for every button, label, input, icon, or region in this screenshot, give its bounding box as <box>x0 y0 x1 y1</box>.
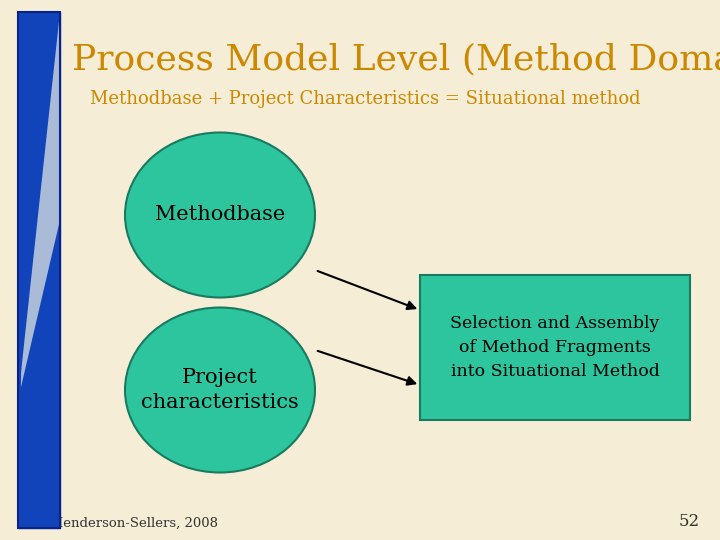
Polygon shape <box>19 12 59 528</box>
Polygon shape <box>18 220 60 528</box>
Text: Methodbase + Project Characteristics = Situational method: Methodbase + Project Characteristics = S… <box>90 90 641 108</box>
Text: Selection and Assembly
of Method Fragments
into Situational Method: Selection and Assembly of Method Fragmen… <box>450 315 660 380</box>
Text: Process Model Level (Method Domain): Process Model Level (Method Domain) <box>72 42 720 76</box>
Polygon shape <box>18 12 60 400</box>
Ellipse shape <box>125 307 315 472</box>
Polygon shape <box>18 12 60 528</box>
Text: Project
characteristics: Project characteristics <box>141 368 299 412</box>
Bar <box>420 275 690 420</box>
Ellipse shape <box>125 132 315 298</box>
Text: 52: 52 <box>679 513 700 530</box>
Text: Methodbase: Methodbase <box>155 206 285 225</box>
Text: ©B. Henderson-Sellers, 2008: ©B. Henderson-Sellers, 2008 <box>20 517 218 530</box>
